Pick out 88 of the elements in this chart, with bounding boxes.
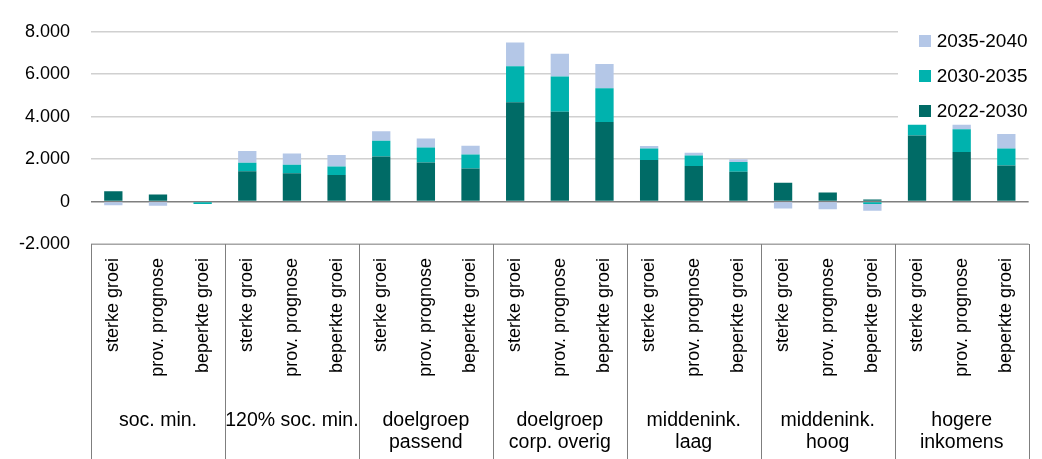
bar <box>639 145 659 149</box>
x-tick-label: sterke groei <box>906 258 926 353</box>
x-tick-label: prov. prognose <box>146 258 167 377</box>
bar <box>729 159 748 162</box>
x-tick-label: beperkte groei <box>727 258 748 374</box>
bar <box>907 135 927 201</box>
x-tick-label: sterke groei <box>504 258 525 353</box>
x-tick-label: prov. prognose <box>950 258 971 377</box>
bar <box>997 148 1016 166</box>
bar <box>238 162 257 172</box>
text: doelgroep corp. overig <box>507 408 612 452</box>
y-tick-label: 4.000 <box>24 105 70 126</box>
bar <box>818 202 837 210</box>
x-tick-label: beperkte groei <box>593 258 614 374</box>
x-tick-label: beperkte groei <box>191 258 212 374</box>
bar <box>148 202 168 206</box>
text: soc. min. <box>117 408 198 430</box>
bar <box>282 153 302 165</box>
bar <box>997 134 1016 149</box>
x-tick-label: beperkte groei <box>325 258 346 374</box>
x-tick-label: sterke groei <box>370 258 391 353</box>
y-tick-label: 2.000 <box>24 148 70 169</box>
bar <box>461 168 480 201</box>
bar <box>818 192 837 201</box>
bar <box>595 121 614 201</box>
text: 120% soc. min. <box>224 408 359 430</box>
y-tick-label: 0 <box>59 190 70 211</box>
bar <box>639 148 659 160</box>
bar <box>952 152 971 201</box>
text: doelgroep passend <box>381 408 471 452</box>
bar <box>997 165 1016 201</box>
x-tick-label: sterke groei <box>102 258 123 353</box>
y-tick-label: 8.000 <box>24 20 70 41</box>
bar <box>550 76 569 112</box>
bar <box>506 66 525 103</box>
bar <box>952 129 971 153</box>
x-tick-label: sterke groei <box>236 258 257 353</box>
x-tick-label: prov. prognose <box>682 258 703 377</box>
x-tick-label: beperkte groei <box>861 258 882 374</box>
x-tick-label: beperkte groei <box>995 258 1016 374</box>
x-tick-label: beperkte groei <box>459 258 480 374</box>
bar <box>461 145 480 155</box>
bar <box>327 155 346 167</box>
x-tick-label: prov. prognose <box>414 258 435 377</box>
x-tick-label: prov. prognose <box>548 258 569 377</box>
x-tick-label: sterke groei <box>638 258 659 353</box>
x-tick-label: prov. prognose <box>816 258 837 377</box>
bar <box>729 171 748 201</box>
bar <box>148 194 168 201</box>
bar <box>461 154 480 169</box>
bar <box>907 124 927 136</box>
bar <box>773 202 793 209</box>
text: middenink. laag <box>645 408 742 452</box>
bar <box>506 42 525 67</box>
bar <box>238 171 257 201</box>
bar <box>550 111 569 201</box>
bar <box>595 88 614 122</box>
bar <box>327 175 346 201</box>
bar <box>104 191 123 201</box>
y-tick-label: 6.000 <box>24 63 70 84</box>
text: hogere inkomens <box>918 408 1005 452</box>
bar <box>684 166 703 201</box>
bar <box>863 203 882 211</box>
bar <box>416 162 436 201</box>
bar <box>282 164 302 174</box>
bar <box>684 155 703 167</box>
bar <box>506 102 525 201</box>
legend-label: 2022-2030 <box>936 99 1028 122</box>
bar <box>773 182 793 201</box>
bar <box>416 147 436 163</box>
bar <box>372 156 391 201</box>
bar <box>327 166 346 176</box>
bar <box>729 161 748 172</box>
x-tick-label: sterke groei <box>772 258 793 353</box>
x-tick-label: prov. prognose <box>280 258 301 377</box>
y-tick-label: -2.000 <box>18 232 70 253</box>
bar <box>595 64 614 89</box>
bar <box>282 173 302 201</box>
bar <box>104 202 123 206</box>
bar <box>372 131 391 141</box>
bar <box>238 151 257 163</box>
bar <box>639 159 659 201</box>
bar <box>372 140 391 157</box>
legend-label: 2030-2035 <box>936 64 1028 87</box>
bar <box>684 152 703 156</box>
legend-label: 2035-2040 <box>936 29 1028 52</box>
text: middenink. hoog <box>779 408 876 452</box>
bar <box>550 53 569 77</box>
